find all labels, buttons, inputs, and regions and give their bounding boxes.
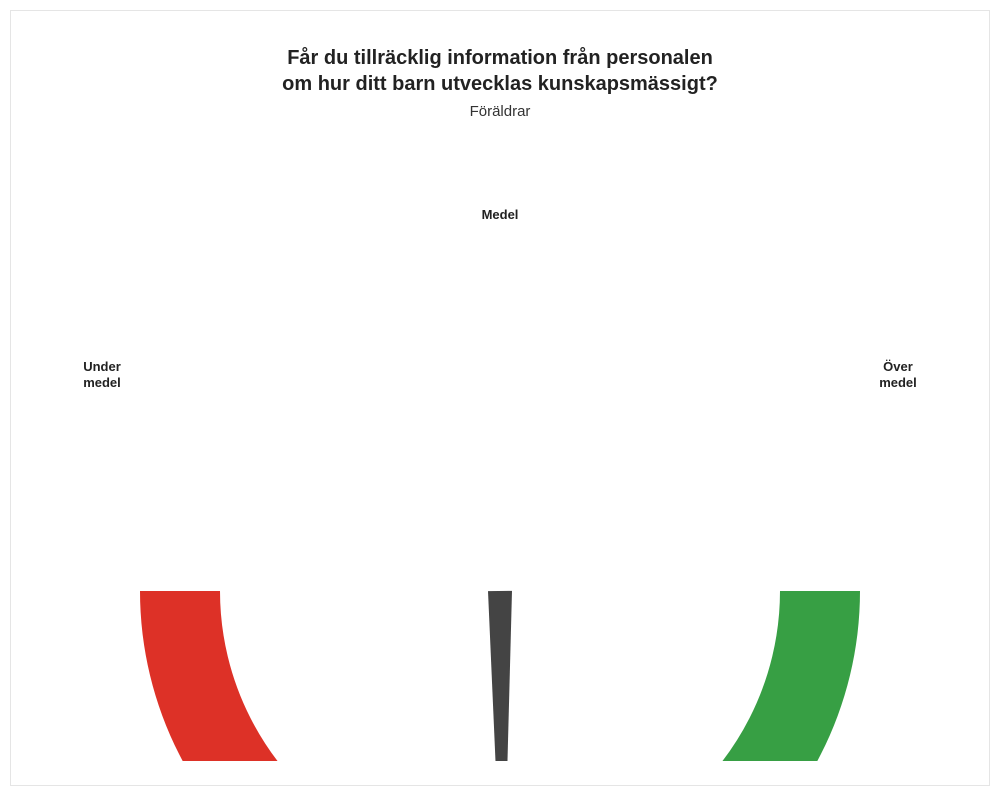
gauge-segment	[665, 591, 860, 761]
chart-card: Får du tillräcklig information från pers…	[10, 10, 990, 786]
title-block: Får du tillräcklig information från pers…	[11, 45, 989, 120]
gauge-label: Över	[883, 359, 913, 374]
title-line-2: om hur ditt barn utvecklas kunskapsmässi…	[11, 71, 989, 97]
subtitle: Föräldrar	[11, 103, 989, 120]
gauge-needle	[488, 591, 512, 761]
gauge-chart: UndermedelMedelÖvermedel	[40, 161, 960, 761]
gauge-label: Medel	[482, 207, 519, 222]
gauge-container: UndermedelMedelÖvermedel	[11, 161, 989, 761]
gauge-label: medel	[83, 375, 121, 390]
title-line-1: Får du tillräcklig information från pers…	[11, 45, 989, 71]
gauge-label: Under	[83, 359, 121, 374]
gauge-segment	[140, 591, 335, 761]
gauge-label: medel	[879, 375, 917, 390]
